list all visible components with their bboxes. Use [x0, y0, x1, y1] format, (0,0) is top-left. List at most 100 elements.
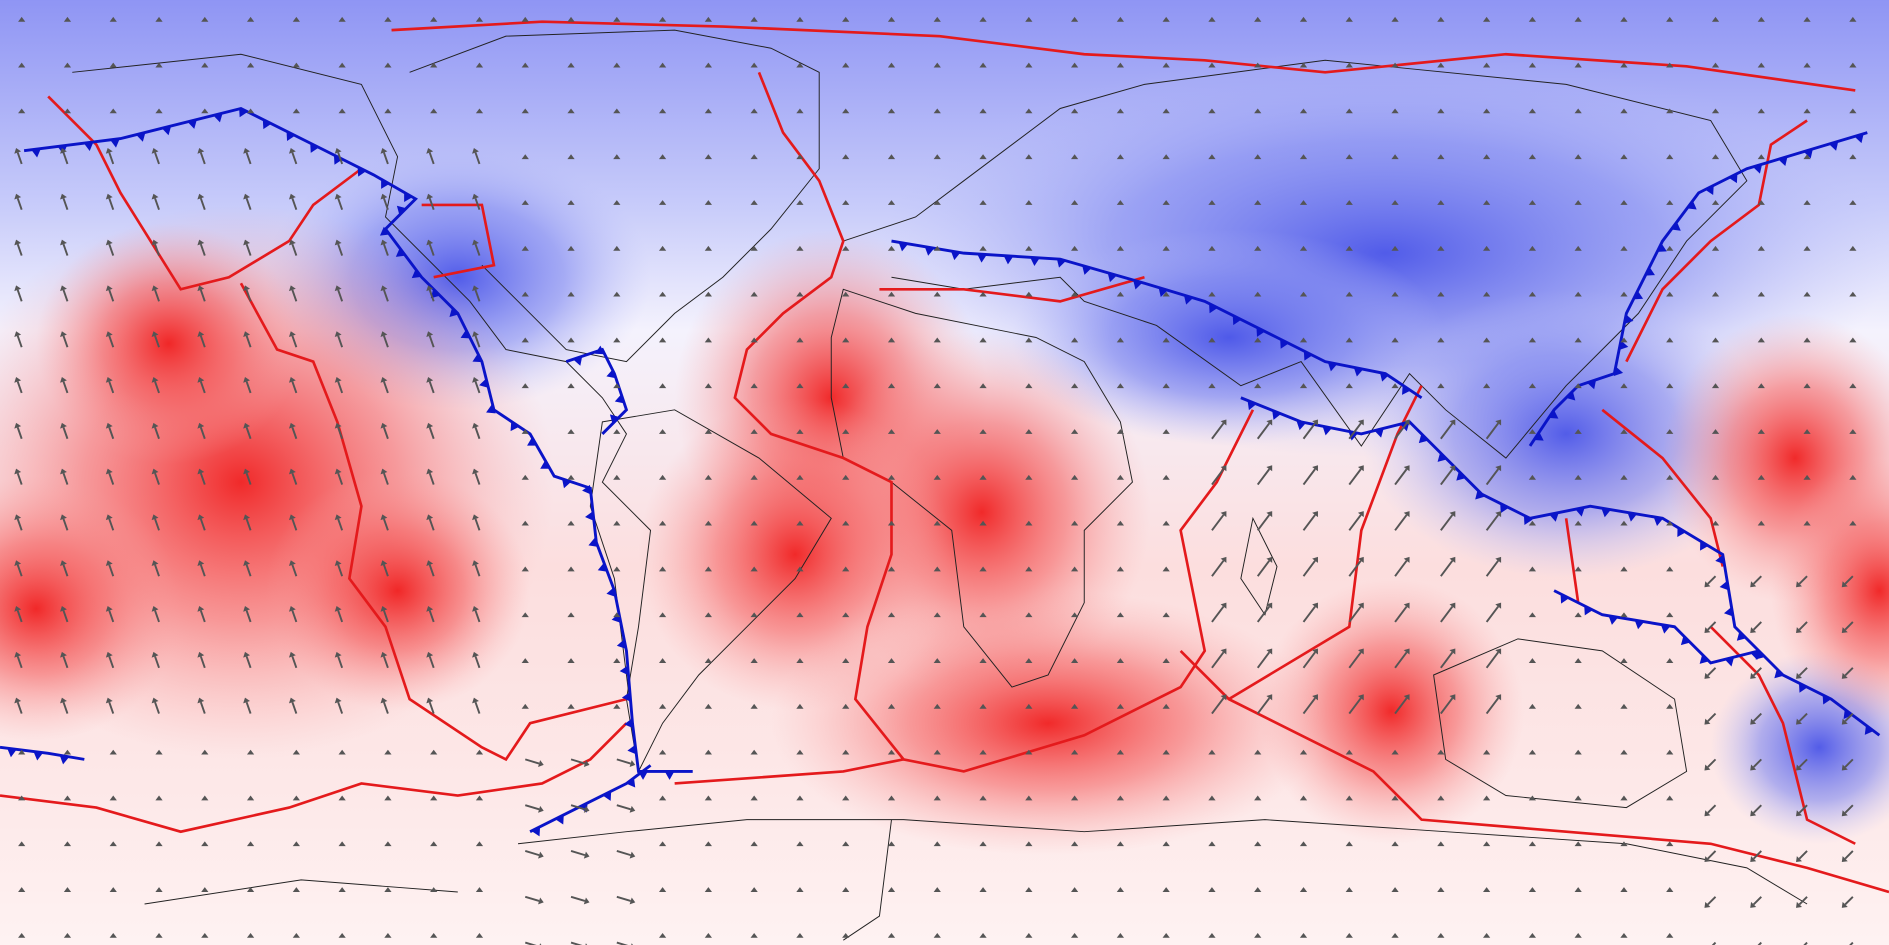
- arrow-head: [334, 331, 342, 337]
- arrow-head: [1437, 383, 1445, 389]
- arrow-head: [243, 560, 251, 566]
- trench-tooth: [614, 394, 625, 404]
- trench-tooth: [1280, 339, 1289, 349]
- arrow-shaft: [383, 701, 389, 714]
- arrow-shaft: [1757, 941, 1762, 945]
- trench-tooth: [619, 665, 629, 676]
- arrow-shaft: [1302, 605, 1316, 623]
- trench-tooth: [1183, 295, 1194, 305]
- arrow-head: [1437, 200, 1445, 205]
- arrow-head: [1437, 932, 1445, 938]
- arrow-head: [1711, 474, 1720, 480]
- trench-tooth: [1133, 280, 1143, 290]
- trench-tooth: [1437, 452, 1447, 462]
- arrow-head: [704, 932, 712, 938]
- arrow-head: [1299, 932, 1308, 938]
- arrow-head: [380, 606, 388, 612]
- arrow-head: [1357, 602, 1364, 609]
- trench-tooth: [1624, 314, 1634, 324]
- arrow-shaft: [428, 381, 435, 394]
- trench-tooth: [582, 484, 592, 495]
- arrow-head: [288, 285, 296, 292]
- trench-tooth: [1677, 527, 1686, 538]
- arrow-head: [842, 658, 850, 663]
- arrow-head: [1025, 154, 1033, 160]
- arrow-head: [380, 651, 388, 658]
- arrow-head: [472, 193, 479, 200]
- arrow-head: [243, 697, 251, 704]
- arrow-head: [521, 200, 529, 205]
- trench-tooth: [1296, 420, 1306, 431]
- arrow-head: [1162, 703, 1170, 709]
- arrow-head: [151, 468, 159, 475]
- arrow-head: [1528, 291, 1537, 297]
- trench-tooth: [479, 378, 489, 388]
- arrow-head: [613, 154, 621, 160]
- arrow-head: [842, 520, 850, 526]
- arrow-head: [704, 520, 712, 526]
- ridge: [47, 95, 363, 291]
- trench-tooth: [1534, 431, 1544, 441]
- arrow-head: [1711, 520, 1720, 526]
- arrow-head: [750, 16, 758, 22]
- arrow-shaft: [616, 850, 631, 857]
- arrow-head: [292, 795, 300, 801]
- arrow-head: [1620, 474, 1628, 480]
- arrow-head: [243, 193, 251, 200]
- ridges: [0, 20, 1889, 894]
- arrow-head: [1796, 581, 1802, 588]
- arrow-shaft: [337, 152, 344, 165]
- arrow-shaft: [1348, 560, 1362, 577]
- arrow-head: [842, 703, 850, 709]
- arrow-head: [1528, 841, 1537, 847]
- arrow-shaft: [474, 564, 481, 577]
- arrow-shaft: [1844, 712, 1854, 722]
- arrow-head: [1528, 62, 1537, 68]
- arrow-head: [1528, 474, 1537, 480]
- arrow-head: [1449, 648, 1456, 655]
- arrow-head: [979, 154, 987, 160]
- arrow-head: [1704, 672, 1711, 679]
- arrow-head: [842, 108, 850, 114]
- ridge: [1179, 649, 1889, 894]
- arrow-head: [1666, 429, 1674, 434]
- arrow-head: [1841, 672, 1848, 679]
- arrow-head: [1403, 556, 1410, 563]
- arrow-shaft: [474, 198, 481, 211]
- arrow-head: [887, 566, 896, 572]
- arrow-head: [109, 108, 117, 114]
- arrow-head: [567, 612, 575, 618]
- arrow-shaft: [1485, 605, 1499, 623]
- arrow-head: [750, 62, 758, 68]
- arrow-head: [1403, 511, 1410, 518]
- arrow-head: [887, 612, 896, 618]
- arrow-head: [613, 200, 621, 205]
- arrow-head: [334, 148, 342, 154]
- arrow-head: [1391, 749, 1399, 755]
- arrow-shaft: [1440, 422, 1454, 440]
- arrow-head: [1803, 520, 1811, 526]
- arrow-shaft: [383, 381, 389, 394]
- arrow-shaft: [1485, 514, 1499, 531]
- trench-tooth: [1056, 258, 1066, 268]
- arrow-head: [1070, 291, 1079, 297]
- arrow-head: [933, 566, 941, 572]
- arrow-head: [567, 154, 575, 160]
- trench-tooth: [606, 369, 616, 379]
- arrow-head: [1162, 520, 1170, 526]
- trench-tooth: [449, 307, 459, 317]
- arrow-head: [338, 887, 346, 892]
- arrow-head: [1849, 245, 1857, 251]
- arrow-head: [979, 474, 987, 480]
- arrow-head: [750, 200, 758, 205]
- arrow-head: [1208, 154, 1216, 160]
- arrow-head: [197, 468, 205, 475]
- arrow-head: [933, 291, 941, 297]
- arrow-head: [1711, 154, 1720, 160]
- arrow-head: [1116, 337, 1125, 343]
- arrow-head: [1803, 154, 1811, 160]
- arrow-shaft: [199, 656, 206, 669]
- arrow-head: [384, 62, 392, 68]
- arrow-head: [1312, 465, 1318, 472]
- trench-tooth: [1232, 315, 1242, 326]
